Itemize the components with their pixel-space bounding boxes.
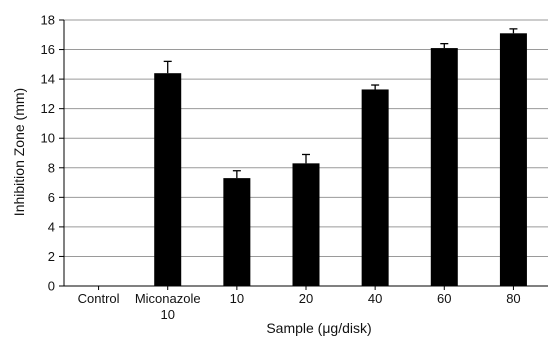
bar (292, 163, 320, 286)
bar (430, 48, 458, 287)
y-tick-label: 18 (41, 13, 55, 28)
bar (223, 178, 251, 286)
bar (499, 33, 527, 286)
y-tick-labels: 0 2 4 6 8 10 12 14 16 18 (41, 13, 64, 294)
x-tick-label: Control (78, 291, 120, 306)
x-axis-title: Sample (μg/disk) (266, 320, 371, 336)
y-tick-label: 0 (48, 279, 55, 294)
y-tick-label: 2 (48, 249, 55, 264)
y-tick-label: 12 (41, 101, 55, 116)
bar (154, 73, 182, 286)
y-tick-label: 8 (48, 160, 55, 175)
y-tick-label: 6 (48, 190, 55, 205)
x-tick-label: 60 (437, 291, 451, 306)
x-tick-label: 10 (230, 291, 244, 306)
x-tick-label: 20 (299, 291, 313, 306)
y-tick-label: 10 (41, 131, 55, 146)
bars (154, 28, 527, 287)
y-tick-label: 4 (48, 219, 55, 234)
y-axis-title: Inhibition Zone (mm) (11, 88, 27, 216)
bar (361, 89, 389, 286)
y-tick-label: 16 (41, 42, 55, 57)
x-tick-label: 40 (368, 291, 382, 306)
grid-lines (64, 19, 548, 257)
y-tick-label: 14 (41, 72, 55, 87)
x-tick-label: Miconazole (135, 291, 201, 306)
x-tick-label: 80 (506, 291, 520, 306)
x-tick-label-line2: 10 (160, 307, 174, 322)
